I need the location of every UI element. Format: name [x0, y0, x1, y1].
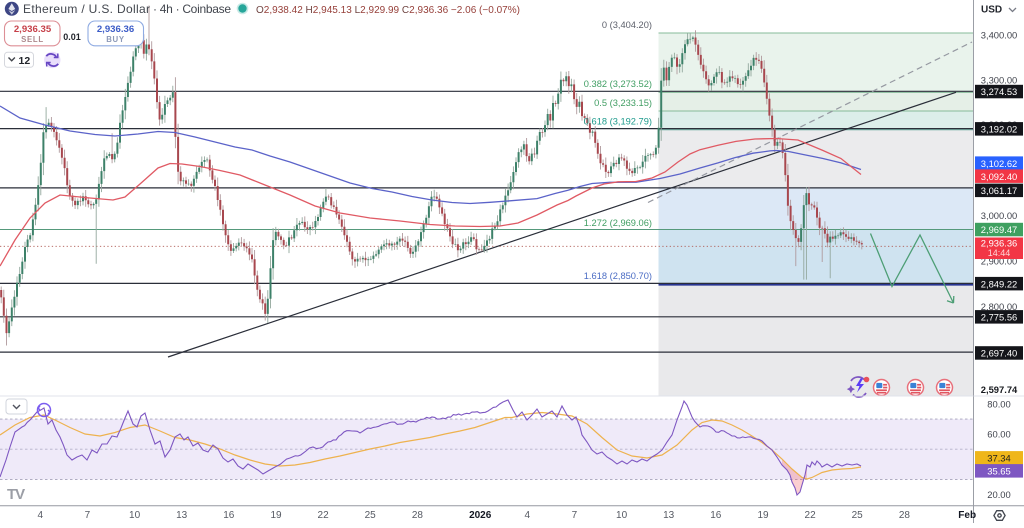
- svg-text:20.00: 20.00: [987, 489, 1010, 500]
- svg-text:0.618 (3,192.79): 0.618 (3,192.79): [584, 117, 652, 127]
- svg-text:80.00: 80.00: [987, 399, 1010, 410]
- svg-text:12: 12: [19, 55, 31, 67]
- svg-text:3,274.53: 3,274.53: [981, 86, 1018, 97]
- svg-text:· 4h · Coinbase: · 4h · Coinbase: [153, 2, 231, 16]
- svg-text:10: 10: [616, 510, 628, 521]
- svg-text:4: 4: [525, 510, 531, 521]
- svg-text:2026: 2026: [469, 510, 492, 521]
- svg-text:2,849.22: 2,849.22: [981, 278, 1018, 289]
- svg-text:TV: TV: [7, 486, 25, 503]
- svg-text:O2,938.42 H2,945.13 L2,929.99: O2,938.42 H2,945.13 L2,929.99 C2,936.36 …: [256, 5, 520, 16]
- svg-text:22: 22: [318, 510, 330, 521]
- svg-text:BUY: BUY: [106, 35, 125, 44]
- svg-text:1.272 (2,969.06): 1.272 (2,969.06): [584, 218, 652, 228]
- svg-text:16: 16: [223, 510, 235, 521]
- svg-text:2,697.40: 2,697.40: [981, 348, 1018, 359]
- svg-text:25: 25: [852, 510, 864, 521]
- svg-text:2,597.74: 2,597.74: [981, 384, 1018, 395]
- svg-text:USD: USD: [981, 5, 1002, 16]
- svg-text:3,400.00: 3,400.00: [981, 30, 1018, 41]
- svg-text:13: 13: [176, 510, 188, 521]
- svg-text:3,300.00: 3,300.00: [981, 75, 1018, 86]
- svg-text:19: 19: [757, 510, 769, 521]
- svg-text:60.00: 60.00: [987, 429, 1010, 440]
- svg-text:22: 22: [805, 510, 817, 521]
- svg-text:3,102.62: 3,102.62: [981, 158, 1018, 169]
- svg-text:25: 25: [365, 510, 377, 521]
- svg-text:19: 19: [270, 510, 282, 521]
- svg-text:2,969.47: 2,969.47: [981, 224, 1018, 235]
- svg-text:16: 16: [710, 510, 722, 521]
- svg-text:0 (3,404.20): 0 (3,404.20): [602, 20, 652, 30]
- svg-text:0.382 (3,273.52): 0.382 (3,273.52): [584, 79, 652, 89]
- svg-text:Ethereum / U.S. Dollar: Ethereum / U.S. Dollar: [23, 2, 150, 16]
- svg-text:3,000.00: 3,000.00: [981, 210, 1018, 221]
- svg-text:10: 10: [129, 510, 141, 521]
- svg-text:0.5 (3,233.15): 0.5 (3,233.15): [594, 98, 652, 108]
- svg-text:35.65: 35.65: [987, 466, 1010, 477]
- svg-text:3,061.17: 3,061.17: [981, 185, 1018, 196]
- svg-text:2,936.36: 2,936.36: [981, 238, 1018, 249]
- svg-text:2,775.56: 2,775.56: [981, 312, 1018, 323]
- svg-text:1.618 (2,850.70): 1.618 (2,850.70): [584, 271, 652, 281]
- svg-text:7: 7: [572, 510, 578, 521]
- svg-text:3,092.40: 3,092.40: [981, 171, 1018, 182]
- svg-text:3,192.02: 3,192.02: [981, 124, 1018, 135]
- svg-text:4: 4: [38, 510, 44, 521]
- svg-text:14:44: 14:44: [988, 248, 1011, 258]
- svg-text:28: 28: [899, 510, 911, 521]
- svg-text:SELL: SELL: [21, 35, 44, 44]
- svg-text:2,936.35: 2,936.35: [14, 24, 52, 35]
- svg-text:28: 28: [412, 510, 424, 521]
- svg-text:7: 7: [85, 510, 91, 521]
- svg-text:Feb: Feb: [958, 510, 976, 521]
- svg-text:2,936.36: 2,936.36: [97, 24, 134, 35]
- svg-text:0.01: 0.01: [63, 32, 81, 42]
- svg-text:13: 13: [663, 510, 675, 521]
- svg-text:37.34: 37.34: [987, 453, 1010, 464]
